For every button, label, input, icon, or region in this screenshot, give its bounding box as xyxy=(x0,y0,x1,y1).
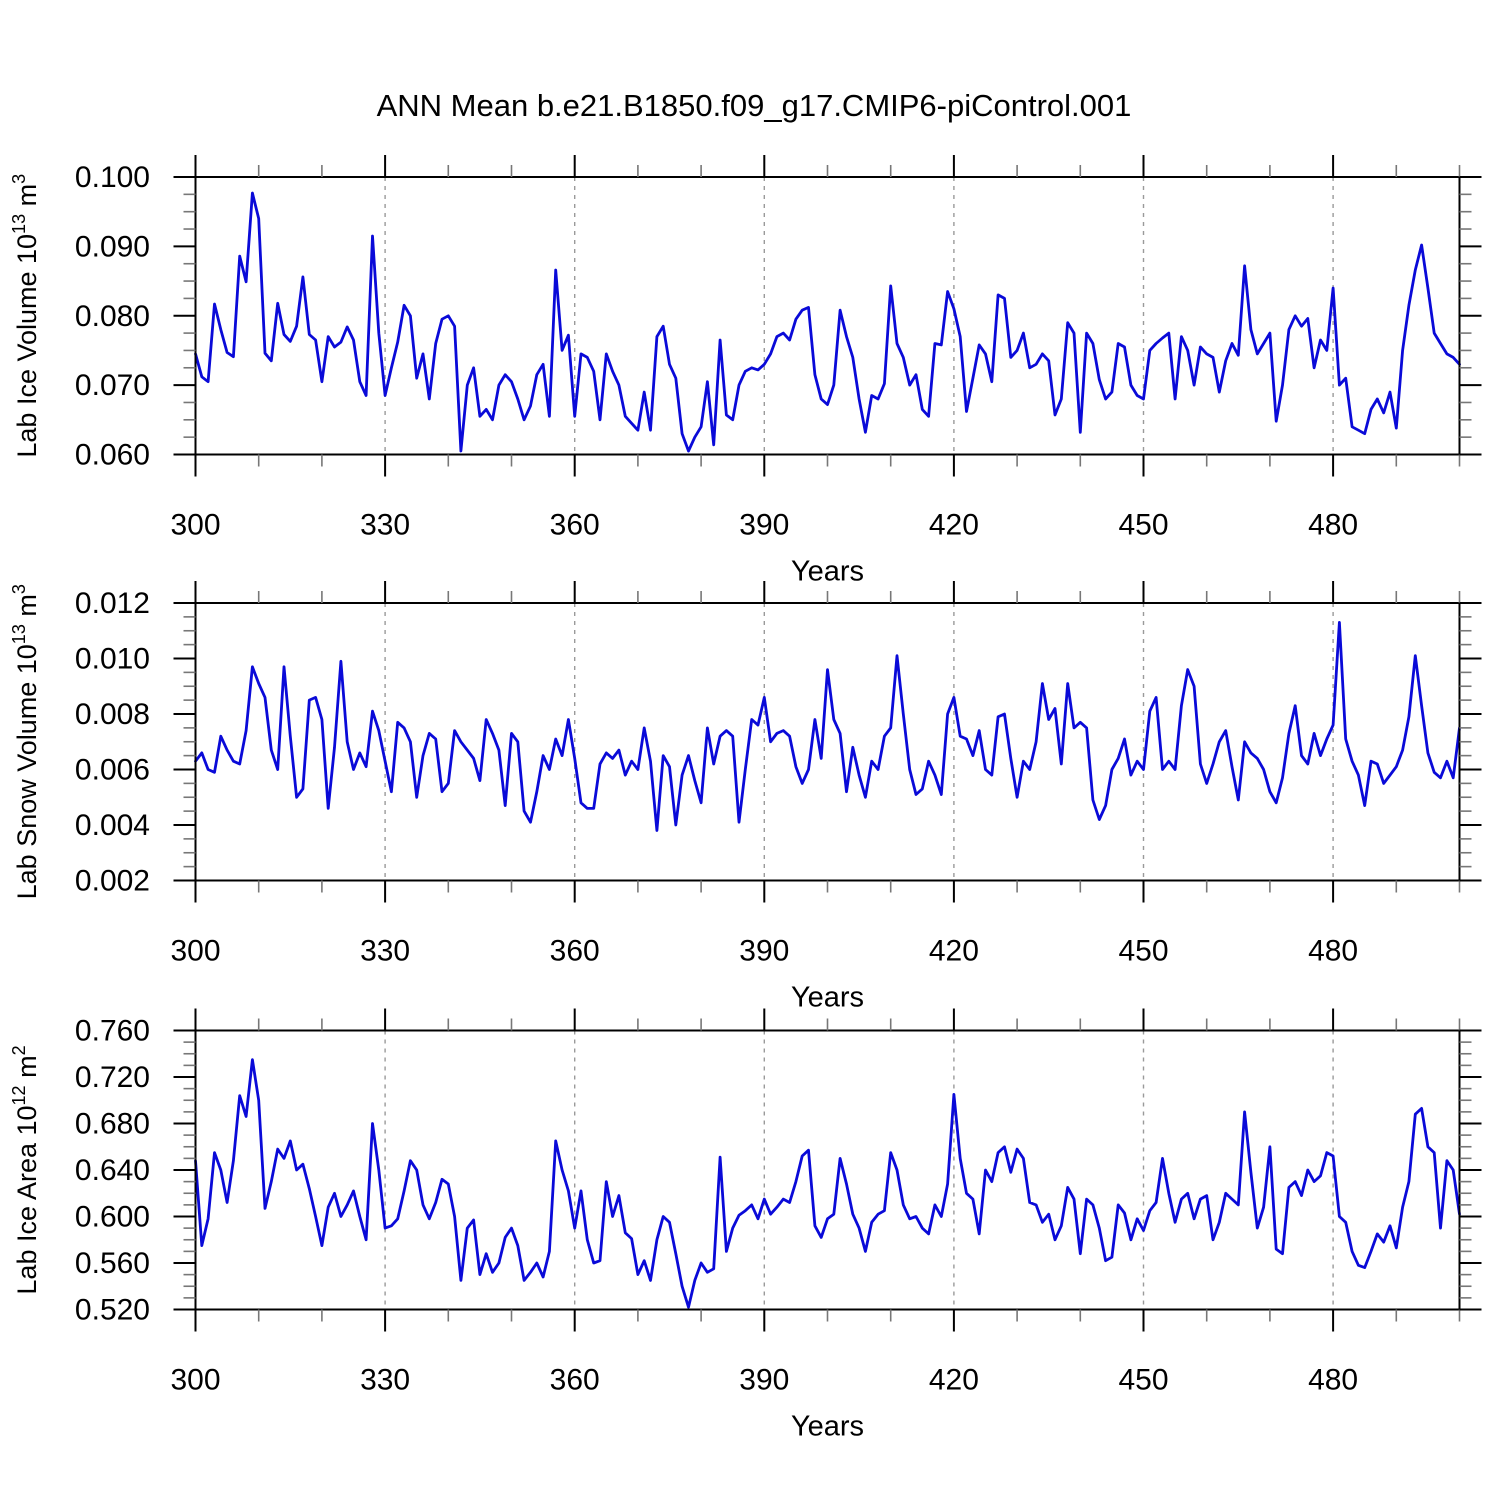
panel-snow-volume: 0.012 0.010 0.008 0.006 0.004 0.002 300 330 360 3… xyxy=(9,581,1482,1014)
series-line-ice-area xyxy=(194,1058,1461,1309)
x-tick-label: 330 xyxy=(360,1364,410,1397)
y-tick-label: 0.760 xyxy=(75,1015,150,1048)
y-tick-label: 0.080 xyxy=(75,300,150,333)
x-axis-title: Years xyxy=(791,1411,864,1443)
x-tick-label: 330 xyxy=(360,935,410,968)
x-tick-label: 300 xyxy=(170,1364,220,1397)
y-tick-label: 0.008 xyxy=(75,698,150,731)
x-tick-label: 390 xyxy=(739,935,789,968)
y-tick-label: 0.520 xyxy=(75,1294,150,1327)
y-tick-label: 0.060 xyxy=(75,439,150,472)
x-tick-label: 450 xyxy=(1118,935,1168,968)
x-tick-label: 360 xyxy=(550,935,600,968)
panel-ice-volume: 0.100 0.090 0.080 0.070 0.060 300 330 360 390 420… xyxy=(9,155,1482,588)
x-tick-label: 480 xyxy=(1308,935,1358,968)
x-tick-label: 360 xyxy=(550,1364,600,1397)
x-tick-label: 420 xyxy=(929,509,979,542)
y-tick-label: 0.004 xyxy=(75,809,150,842)
y-axis-title: Lab Ice Area 1012 m2 xyxy=(9,1045,42,1294)
y-tick-label: 0.012 xyxy=(75,587,150,620)
x-tick-label: 480 xyxy=(1308,1364,1358,1397)
x-tick-label: 450 xyxy=(1118,509,1168,542)
y-tick-label: 0.010 xyxy=(75,643,150,676)
x-tick-label: 390 xyxy=(739,509,789,542)
y-tick-label: 0.600 xyxy=(75,1201,150,1234)
series-line-ice-volume xyxy=(194,191,1461,453)
x-tick-label: 390 xyxy=(739,1364,789,1397)
x-tick-label: 330 xyxy=(360,509,410,542)
y-axis-title: Lab Ice Volume 1013 m3 xyxy=(9,174,42,458)
x-tick-label: 420 xyxy=(929,935,979,968)
y-tick-label: 0.560 xyxy=(75,1247,150,1280)
y-tick-label: 0.002 xyxy=(75,865,150,898)
x-tick-label: 300 xyxy=(170,935,220,968)
x-tick-label: 360 xyxy=(550,509,600,542)
panels-group: 0.100 0.090 0.080 0.070 0.060 300 330 360 390 420… xyxy=(9,155,1482,1443)
y-axis-title: Lab Snow Volume 1013 m3 xyxy=(9,584,42,899)
x-tick-label: 450 xyxy=(1118,1364,1168,1397)
y-tick-label: 0.070 xyxy=(75,369,150,402)
y-tick-label: 0.640 xyxy=(75,1154,150,1187)
chart-title: ANN Mean b.e21.B1850.f09_g17.CMIP6-piCon… xyxy=(377,88,1132,123)
x-tick-label: 420 xyxy=(929,1364,979,1397)
y-tick-label: 0.090 xyxy=(75,230,150,263)
y-tick-label: 0.006 xyxy=(75,754,150,787)
panel-ice-area: 0.760 0.720 0.680 0.640 0.600 0.560 0.520 300 33… xyxy=(9,1008,1482,1443)
x-axis-title: Years xyxy=(791,556,864,588)
series-line-snow-volume xyxy=(194,621,1461,832)
x-axis-title: Years xyxy=(791,982,864,1014)
x-tick-label: 480 xyxy=(1308,509,1358,542)
y-tick-label: 0.720 xyxy=(75,1061,150,1094)
y-tick-label: 0.100 xyxy=(75,161,150,194)
y-tick-label: 0.680 xyxy=(75,1108,150,1141)
x-tick-label: 300 xyxy=(170,509,220,542)
